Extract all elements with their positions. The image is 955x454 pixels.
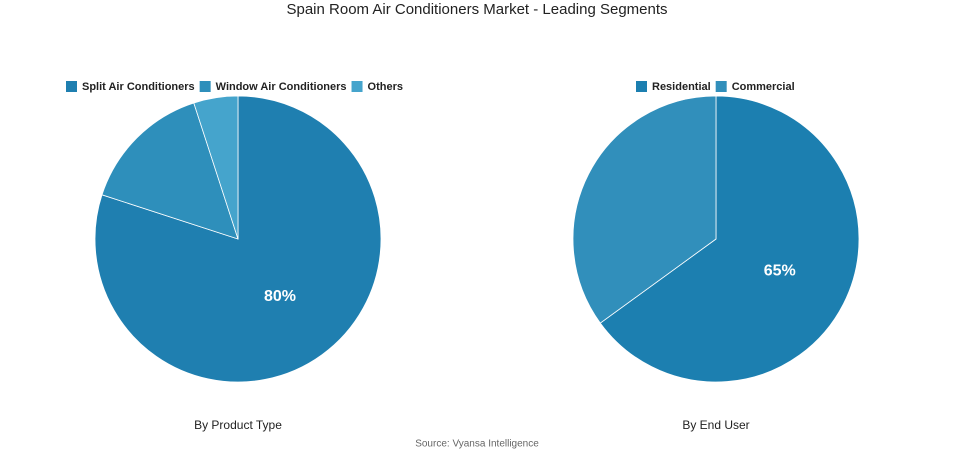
legend-label: Others [368,81,403,93]
legend-swatch [351,81,363,92]
legend-swatch [66,81,77,92]
legend-swatch [715,81,727,92]
chart-title: Spain Room Air Conditioners Market - Lea… [286,1,667,18]
legend-swatch [199,81,211,92]
legend-label: Residential [652,81,711,93]
data-label: 65% [764,263,796,280]
pie-slice [193,95,239,240]
pie-slice [599,95,860,383]
pie-title: By End User [682,418,749,432]
source: Source: Vyansa Intelligence [415,439,539,450]
legend-label: Split Air Conditioners [82,81,195,93]
legend-label: Commercial [732,81,795,93]
legend-swatch [636,81,647,92]
legend-label: Window Air Conditioners [216,81,347,93]
pie-slice [101,102,239,240]
pie-title: By Product Type [194,418,282,432]
pie-slice [572,95,717,324]
data-label: 80% [264,288,296,305]
